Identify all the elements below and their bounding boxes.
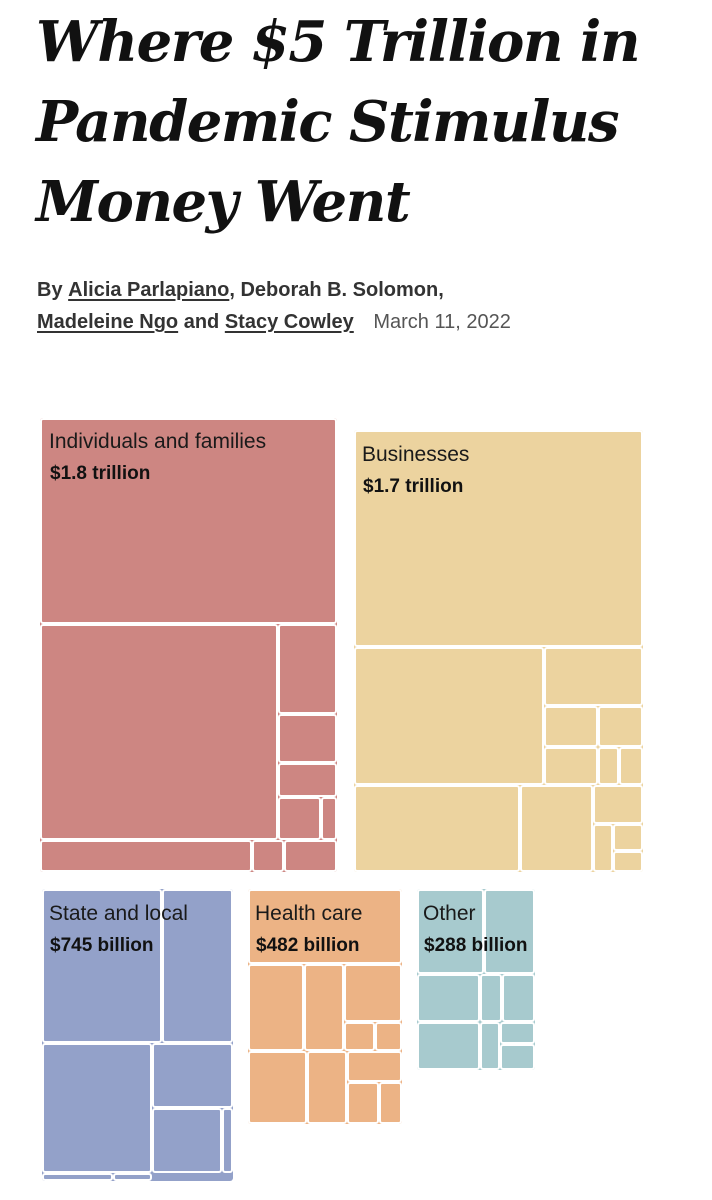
byline-conjunction: and [183,311,220,333]
treemap-cell-businesses-6[interactable] [544,747,598,785]
treemap-cell-health-care-7[interactable] [248,1051,307,1124]
treemap-cell-businesses-11[interactable] [593,785,643,824]
headline: Where $5 Trillion in Pandemic Stimulus M… [36,2,696,242]
treemap-label-businesses: Businesses [362,443,469,466]
treemap-cell-businesses-5[interactable] [598,706,643,747]
treemap-label-other: Other [423,902,476,925]
treemap-cell-businesses-8[interactable] [619,747,643,785]
treemap-group-health-care: Health care $482 billion [248,889,402,1124]
treemap-cell-individuals-and-families-5[interactable] [278,763,337,797]
treemap-cell-individuals-and-families-2[interactable] [40,624,278,840]
treemap-group-individuals-and-families: Individuals and families $1.8 trillion [40,418,337,872]
treemap-cell-businesses-13[interactable] [613,824,643,851]
treemap-cell-businesses-3[interactable] [544,647,643,706]
treemap-cell-individuals-and-families-10[interactable] [284,840,337,872]
treemap-cell-other-3[interactable] [417,974,480,1022]
treemap-group-businesses: Businesses $1.7 trillion [354,430,643,872]
byline: By Alicia Parlapiano, Deborah B. Solomon… [37,279,511,333]
treemap-cell-individuals-and-families-9[interactable] [252,840,284,872]
treemap-cell-businesses-4[interactable] [544,706,598,747]
author-deborah-b-solomon: Deborah B. Solomon, [240,279,444,301]
treemap-cell-businesses-10[interactable] [520,785,593,872]
byline-prefix: By [37,279,63,301]
treemap-cell-state-and-local-1[interactable] [42,889,162,1043]
headline-line-2: Pandemic Stimulus [36,89,620,155]
treemap-cell-health-care-1[interactable] [248,889,402,964]
treemap-cell-businesses-9[interactable] [354,785,520,872]
treemap-value-individuals-and-families: $1.8 trillion [50,463,150,484]
treemap-label-health-care: Health care [255,902,362,925]
author-link-madeleine-ngo[interactable]: Madeleine Ngo [37,311,179,333]
author-link-stacy-cowley[interactable]: Stacy Cowley [224,311,354,333]
treemap-cell-state-and-local-4[interactable] [152,1043,233,1108]
treemap-cell-individuals-and-families-7[interactable] [321,797,337,840]
treemap-cell-other-1[interactable] [417,889,484,974]
treemap-cell-health-care-8[interactable] [307,1051,347,1124]
treemap-group-state-and-local: State and local $745 billion [42,889,233,1181]
treemap-cell-other-6[interactable] [417,1022,480,1070]
treemap-cell-businesses-1[interactable] [354,430,643,647]
treemap-cell-health-care-11[interactable] [379,1082,402,1124]
treemap-cell-state-and-local-7[interactable] [42,1173,113,1181]
author-link-alicia-parlapiano[interactable]: Alicia Parlapiano [68,279,230,301]
treemap-cell-state-and-local-5[interactable] [152,1108,222,1173]
treemap-cell-businesses-7[interactable] [598,747,619,785]
treemap-label-individuals-and-families: Individuals and families [49,430,266,453]
treemap-cell-other-9[interactable] [500,1044,535,1070]
treemap-cell-individuals-and-families-6[interactable] [278,797,321,840]
treemap-cell-businesses-2[interactable] [354,647,544,785]
treemap-cell-state-and-local-8[interactable] [113,1173,152,1181]
treemap-cell-health-care-10[interactable] [347,1082,379,1124]
treemap-value-businesses: $1.7 trillion [363,476,463,497]
treemap-cell-state-and-local-2[interactable] [162,889,233,1043]
treemap-cell-health-care-5[interactable] [344,1022,375,1051]
treemap-value-other: $288 billion [424,935,527,956]
treemap-cell-health-care-4[interactable] [344,964,402,1022]
treemap-cell-health-care-3[interactable] [304,964,344,1051]
treemap-cell-businesses-14[interactable] [613,851,643,872]
treemap-value-health-care: $482 billion [256,935,359,956]
publish-date: March 11, 2022 [373,311,511,333]
treemap-cell-other-2[interactable] [484,889,535,974]
headline-line-1: Where $5 Trillion in [36,9,641,75]
treemap-cell-state-and-local-6[interactable] [222,1108,233,1173]
treemap-cell-other-7[interactable] [480,1022,500,1070]
treemap-cell-individuals-and-families-1[interactable] [40,418,337,624]
treemap-cell-individuals-and-families-8[interactable] [40,840,252,872]
treemap-cell-other-8[interactable] [500,1022,535,1044]
treemap-cell-health-care-2[interactable] [248,964,304,1051]
treemap-cell-other-5[interactable] [502,974,535,1022]
treemap-cell-health-care-9[interactable] [347,1051,402,1082]
treemap-group-other: Other $288 billion [417,889,535,1070]
treemap-cell-individuals-and-families-4[interactable] [278,714,337,763]
treemap-value-state-and-local: $745 billion [50,935,153,956]
treemap-label-state-and-local: State and local [49,902,188,925]
treemap-cell-state-and-local-3[interactable] [42,1043,152,1173]
treemap-cell-individuals-and-families-3[interactable] [278,624,337,714]
treemap-cell-health-care-6[interactable] [375,1022,402,1051]
treemap-cell-businesses-12[interactable] [593,824,613,872]
treemap-cell-other-4[interactable] [480,974,502,1022]
headline-line-3: Money Went [36,169,411,235]
